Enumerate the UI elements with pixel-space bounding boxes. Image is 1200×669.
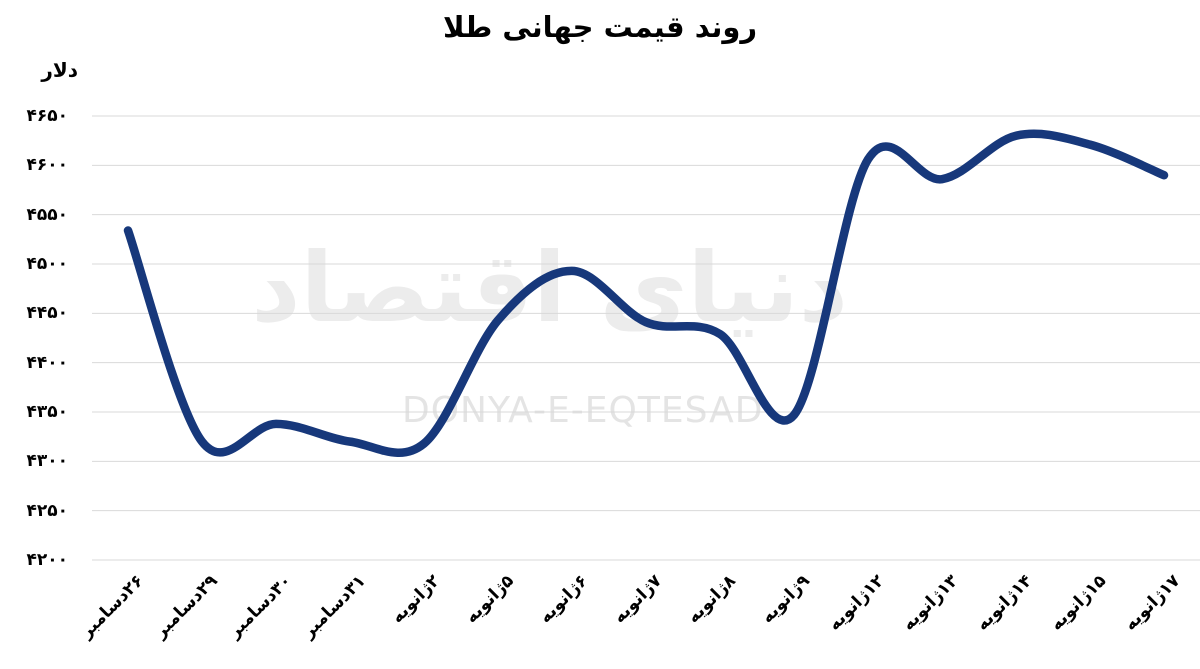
y-tick-label: ۴۶۰۰ [26, 155, 68, 176]
y-tick-label: ۴۳۵۰ [26, 402, 68, 422]
chart-title: روند قیمت جهانی طلا [442, 10, 758, 44]
watermark-latin-text: DONYA-E-EQTESAD [402, 390, 764, 431]
y-tick-label: ۴۴۰۰ [26, 352, 68, 373]
y-tick-label: ۴۶۵۰ [26, 106, 68, 126]
y-tick-label: ۴۲۵۰ [26, 500, 68, 521]
y-axis-unit-label: دلار [41, 58, 78, 82]
gold-price-line-series [123, 129, 1169, 457]
y-tick-label: ۴۴۵۰ [26, 303, 68, 324]
y-tick-label: ۴۵۵۰ [26, 204, 68, 225]
y-tick-label: ۴۳۰۰ [26, 451, 68, 472]
y-tick-label: ۴۲۰۰ [26, 550, 68, 570]
watermark-persian-logo: دنیای اقتصاد [251, 232, 848, 344]
y-tick-label: ۴۵۰۰ [26, 254, 68, 274]
